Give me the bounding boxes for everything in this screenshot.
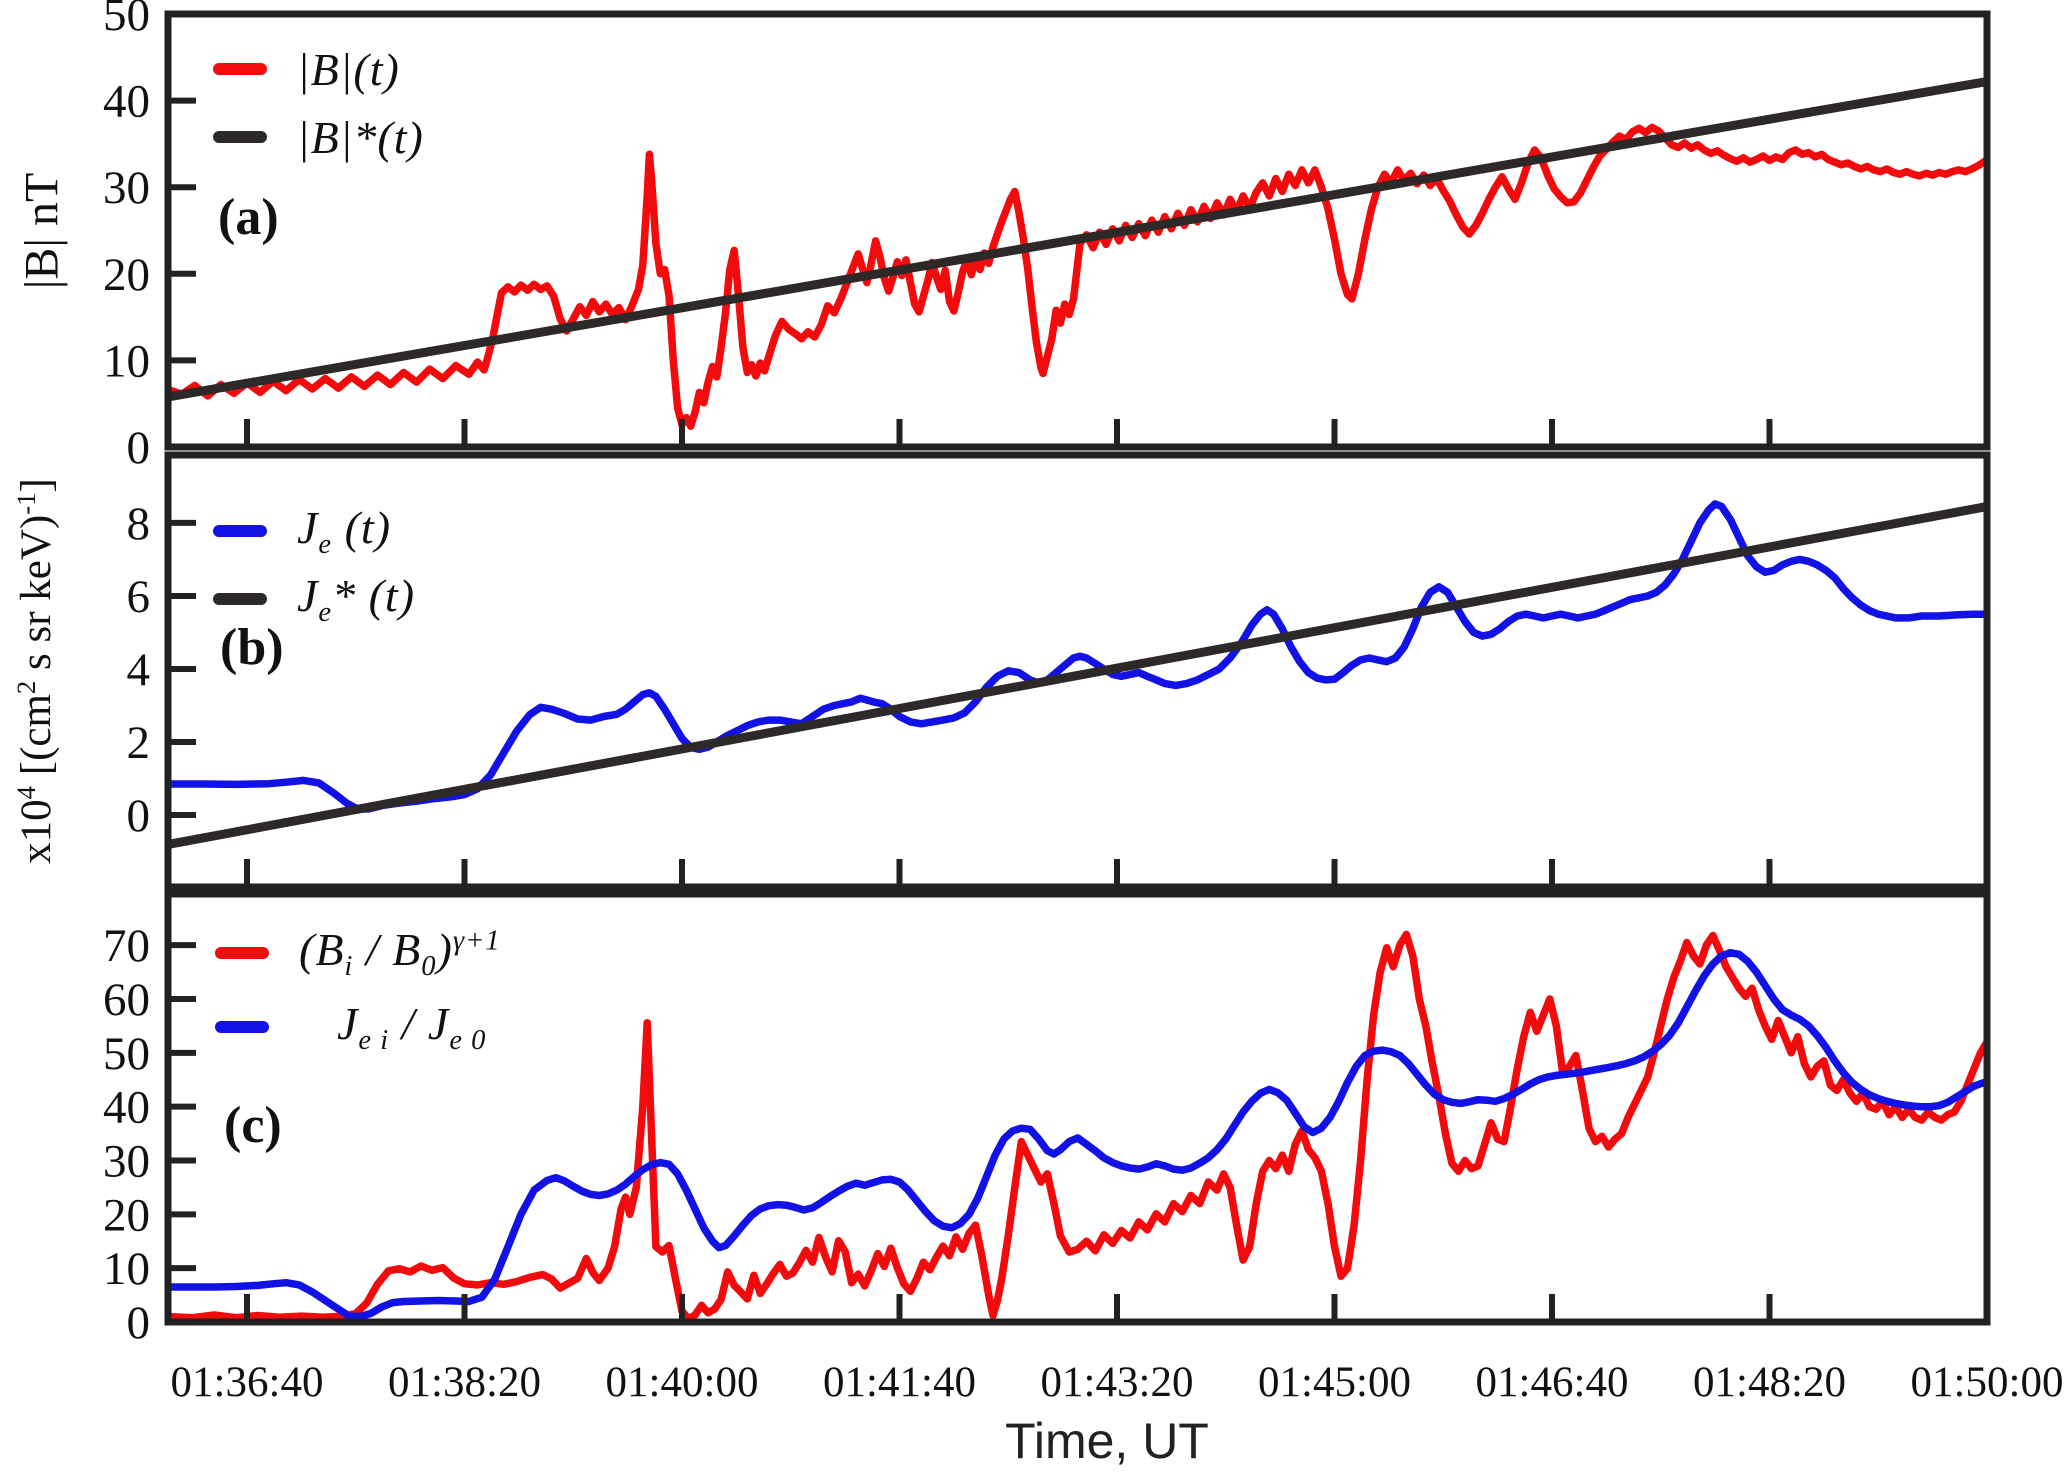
y-tick-label: 6 <box>127 571 151 623</box>
panel-a-ylabel: |B| nT <box>15 172 69 290</box>
panel-c-series <box>168 930 1987 1322</box>
legend-swatch-black-b <box>213 593 267 605</box>
legend-item-Bi-B0: (Bi / B0)γ+1 <box>215 922 501 984</box>
legend-item-B-t: |B|(t) <box>213 38 400 100</box>
y-tick-label: 20 <box>103 1189 150 1241</box>
x-tick-label: 01:45:00 <box>1258 1359 1411 1406</box>
legend-label-Je-star-t: Je* (t) <box>297 570 416 628</box>
y-tick-label: 40 <box>103 1082 150 1134</box>
legend-label-Bi-B0: (Bi / B0)γ+1 <box>299 924 501 982</box>
panel-b-axes: 0 2 4 6 8 <box>127 451 1991 891</box>
legend-item-Jei-Je0: Je i / Je 0 <box>215 996 486 1058</box>
series-c-data-line <box>168 948 1987 1321</box>
series-c-data-line <box>168 930 1987 1322</box>
panel-a-series <box>168 77 1987 430</box>
x-tick-label: 01:38:20 <box>388 1359 541 1406</box>
y-tick-label: 30 <box>103 162 150 214</box>
legend-label-Je-t: Je (t) <box>297 502 392 560</box>
panel-a-axes: 0 10 20 30 40 50 <box>103 0 1991 474</box>
x-tick-label: 01:48:20 <box>1693 1359 1846 1406</box>
panel-b-ylabel: x104 [(cm2 s sr keV)-1] <box>11 478 60 864</box>
legend-swatch-black-a <box>213 131 267 143</box>
y-tick-label: 20 <box>103 249 150 301</box>
y-tick-label: 40 <box>103 76 150 128</box>
panel-a-letter: (a) <box>218 189 279 246</box>
series-b-data-line <box>168 500 1987 813</box>
x-axis-label: Time, UT <box>1005 1413 1209 1469</box>
legend-item-Je-star-t: Je* (t) <box>213 568 415 630</box>
y-tick-label: 0 <box>127 790 151 842</box>
x-tick-labels: 01:36:40 01:38:20 01:40:00 01:41:40 01:43:20… <box>171 1359 2064 1406</box>
x-tick-label: 01:36:40 <box>171 1359 324 1406</box>
y-tick-label: 8 <box>127 498 151 550</box>
legend-swatch-red-c <box>215 947 269 959</box>
legend-label-B-star-t: |B|*(t) <box>297 111 424 163</box>
y-tick-label: 0 <box>127 422 151 474</box>
legend-label-B-t: |B|(t) <box>297 43 400 95</box>
series-a-data-line <box>168 123 1987 430</box>
y-tick-label: 0 <box>127 1297 151 1349</box>
panel-b-series <box>168 500 1987 849</box>
x-tick-label: 01:40:00 <box>606 1359 759 1406</box>
series-a-model-line <box>168 77 1987 402</box>
y-tick-label: 4 <box>127 644 151 696</box>
x-tick-label: 01:50:00 <box>1911 1359 2064 1406</box>
legend-item-Je-t: Je (t) <box>213 500 391 562</box>
y-tick-label: 10 <box>103 335 150 387</box>
panel-a-border <box>164 10 1991 451</box>
legend-item-B-star-t: |B|*(t) <box>213 106 424 168</box>
panel-c-letter: (c) <box>224 1097 282 1154</box>
legend-label-Jei-Je0: Je i / Je 0 <box>337 998 487 1056</box>
y-tick-label: 2 <box>127 717 151 769</box>
x-tick-label: 01:43:20 <box>1041 1359 1194 1406</box>
x-tick-label: 01:41:40 <box>823 1359 976 1406</box>
series-b-model-line <box>168 502 1987 849</box>
legend-swatch-blue-c <box>215 1021 269 1033</box>
legend-swatch-blue-b <box>213 525 267 537</box>
panel-c-border <box>164 890 1991 1326</box>
panel-b-letter: (b) <box>220 619 284 676</box>
x-tick-label: 01:46:40 <box>1476 1359 1629 1406</box>
y-tick-label: 30 <box>103 1135 150 1187</box>
legend-swatch-red-a <box>213 63 267 75</box>
y-tick-label: 70 <box>103 920 150 972</box>
y-tick-label: 50 <box>103 0 150 41</box>
y-tick-label: 50 <box>103 1028 150 1080</box>
panel-b-border <box>164 451 1991 891</box>
y-tick-label: 10 <box>103 1243 150 1295</box>
y-tick-label: 60 <box>103 974 150 1026</box>
